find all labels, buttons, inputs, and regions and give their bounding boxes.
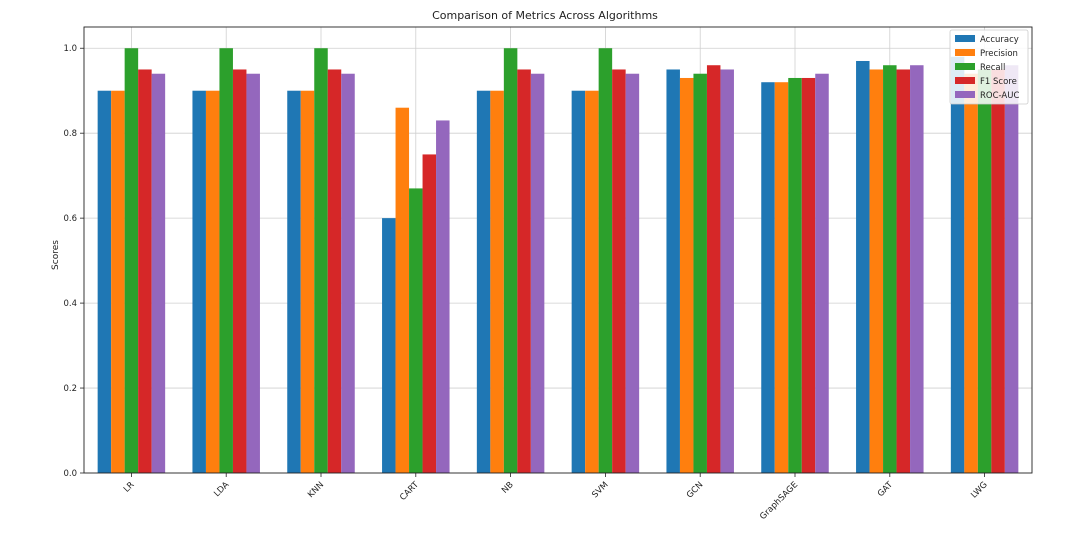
bar (815, 73, 829, 473)
bar (111, 90, 125, 473)
bar (327, 69, 342, 473)
x-tick-label: KNN (306, 480, 326, 500)
bar (788, 77, 802, 473)
legend-swatch (955, 49, 975, 56)
bar (503, 48, 518, 473)
bar (598, 48, 613, 473)
bar (910, 65, 924, 473)
bar (382, 218, 396, 473)
bar (693, 73, 707, 473)
y-tick-label: 0.8 (63, 129, 77, 139)
legend-label: Recall (980, 63, 1005, 73)
bar (801, 77, 816, 473)
bar (666, 69, 680, 473)
bar (97, 90, 112, 473)
x-tick-label: GraphSAGE (758, 480, 800, 522)
bar (869, 69, 884, 473)
legend-label: Precision (980, 49, 1018, 59)
legend-frame (949, 29, 1029, 105)
plot-frame (83, 26, 1033, 474)
chart-title: Comparison of Metrics Across Algorithms (432, 9, 658, 22)
bar (720, 69, 734, 473)
legend: Accuracy Precision Recall F1 Score ROC-AUC (949, 29, 1029, 105)
bar (490, 90, 504, 473)
y-axis-label: Scores (51, 240, 61, 270)
legend-swatch (955, 77, 975, 84)
bar (896, 69, 911, 473)
bar (530, 73, 545, 473)
x-tick-label: GCN (685, 480, 705, 500)
bar (246, 73, 260, 473)
y-tick-label: 0.2 (63, 384, 77, 394)
bar (395, 107, 410, 473)
x-tick-label: NB (500, 480, 516, 496)
x-tick-label: GAT (876, 479, 896, 499)
y-tick-label: 0.6 (63, 214, 77, 224)
bar (883, 65, 897, 473)
bar (436, 120, 450, 473)
bar (977, 69, 992, 473)
bar (232, 69, 247, 473)
x-tick-label: LR (122, 480, 137, 495)
y-ticks: 0.0 0.2 0.4 0.6 0.8 1.0 (63, 44, 84, 479)
bar (219, 48, 233, 473)
bar (991, 69, 1005, 473)
bar (706, 65, 721, 473)
y-tick-label: 0.0 (63, 469, 77, 479)
legend-label: ROC-AUC (980, 91, 1019, 101)
legend-swatch (955, 63, 975, 70)
bar (287, 90, 301, 473)
bar (625, 73, 640, 473)
bar (612, 69, 626, 473)
bar (192, 90, 206, 473)
bar (341, 73, 355, 473)
bar (679, 77, 694, 473)
bar (571, 90, 586, 473)
bar (409, 188, 423, 473)
bar (138, 69, 152, 473)
legend-swatch (955, 35, 975, 42)
bar (1004, 65, 1019, 473)
x-ticks: LR LDA KNN CART NB SVM GCN GraphSAGE GAT LWG (122, 473, 990, 522)
x-tick-label: LWG (969, 480, 989, 500)
bar (950, 56, 965, 473)
bar (774, 82, 789, 473)
legend-label: Accuracy (980, 35, 1019, 45)
bar (517, 69, 531, 473)
x-tick-label: LDA (212, 480, 231, 499)
bar (856, 60, 870, 473)
bar (585, 90, 599, 473)
bars-group (97, 48, 1019, 473)
x-tick-label: CART (398, 479, 421, 502)
bar (476, 90, 491, 473)
y-tick-label: 1.0 (63, 44, 77, 54)
bar (300, 90, 315, 473)
bar (205, 90, 220, 473)
bar (151, 73, 166, 473)
bar (422, 154, 437, 473)
bar (314, 48, 328, 473)
y-tick-label: 0.4 (63, 299, 77, 309)
bar (761, 82, 775, 473)
legend-swatch (955, 91, 975, 98)
x-tick-label: SVM (590, 480, 610, 500)
bar (124, 48, 139, 473)
bar (964, 73, 978, 473)
legend-label: F1 Score (980, 77, 1017, 87)
